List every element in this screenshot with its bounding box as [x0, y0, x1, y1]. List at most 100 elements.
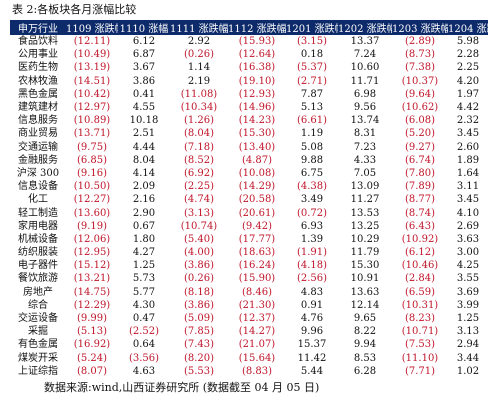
table-row: 房地产 (14.75) 5.77 (8.18) (8.46) 4.83 13.63 (6.59…	[10, 286, 488, 299]
return-value-cell: 4.44	[132, 141, 156, 153]
return-value-cell: 8.04	[132, 154, 156, 166]
return-value-cell: (7.53)	[404, 339, 436, 351]
table-row: 化工 (12.27) 2.16 (4.74) (20.58) 3.49 11.27 (8.77…	[10, 193, 488, 206]
return-value-cell: 13.63	[350, 286, 380, 298]
return-value-cell: 3.99	[456, 299, 480, 311]
return-value-cell: (8.20)	[183, 352, 215, 364]
return-value-cell: 6.93	[300, 220, 324, 232]
return-value-cell: (14.96)	[238, 102, 276, 114]
return-value-cell: (15.90)	[238, 273, 276, 285]
return-value-cell: (7.38)	[404, 62, 436, 74]
sector-name-cell: 采掘	[28, 326, 48, 338]
return-value-cell: (12.29)	[73, 299, 111, 311]
return-value-cell: (6.43)	[404, 220, 436, 232]
return-value-cell: (8.46)	[241, 286, 273, 298]
return-value-cell: (4.18)	[296, 260, 328, 272]
return-value-cell: (15.64)	[238, 352, 276, 364]
table-row: 食品饮料 (12.11) 6.12 2.92 (15.93) (3.15) 13.37 (2.…	[10, 35, 488, 48]
return-value-cell: 5.44	[300, 365, 324, 377]
column-header-sector: 申万行业	[10, 20, 66, 35]
return-value-cell: 3.63	[456, 233, 480, 245]
return-value-cell: 1.25	[132, 260, 156, 272]
return-value-cell: (12.27)	[73, 194, 111, 206]
return-value-cell: (10.62)	[401, 102, 439, 114]
sector-name-cell: 有色金属	[18, 339, 58, 351]
table-row: 电子器件 (15.12) 1.25 (3.86) (16.24) (4.18) 15.30 (…	[10, 259, 488, 272]
return-value-cell: 8.22	[353, 326, 377, 338]
column-header-period: 1203 涨跌幅	[392, 20, 448, 35]
return-value-cell: 1.89	[456, 154, 480, 166]
return-value-cell: 2.32	[456, 115, 480, 127]
column-header-period: 1204 涨跌幅	[448, 20, 488, 35]
return-value-cell: (2.25)	[183, 181, 215, 193]
return-value-cell: 3.49	[300, 194, 324, 206]
return-value-cell: 2.94	[456, 339, 480, 351]
return-value-cell: (9.99)	[76, 313, 108, 325]
return-value-cell: 3.86	[132, 75, 156, 87]
return-value-cell: (12.95)	[73, 247, 111, 259]
return-value-cell: 6.75	[300, 167, 324, 179]
return-value-cell: 4.14	[132, 167, 156, 179]
return-value-cell: (7.89)	[404, 181, 436, 193]
return-value-cell: (8.18)	[183, 286, 215, 298]
return-value-cell: (11.08)	[180, 88, 218, 100]
return-value-cell: 0.91	[300, 299, 324, 311]
return-value-cell: (17.77)	[238, 233, 276, 245]
return-value-cell: 8.53	[353, 352, 377, 364]
return-value-cell: 4.27	[132, 247, 156, 259]
return-value-cell: (20.58)	[238, 194, 276, 206]
return-value-cell: (8.04)	[183, 128, 215, 140]
return-value-cell: (16.38)	[238, 62, 276, 74]
return-value-cell: 3.69	[456, 286, 480, 298]
return-value-cell: (8.77)	[404, 194, 436, 206]
return-value-cell: 9.88	[300, 154, 324, 166]
table-row: 黑色金属 (10.42) 0.41 (11.08) (12.93) 7.87 6.98 (9.…	[10, 88, 488, 101]
sector-name-cell: 上证综指	[18, 365, 58, 377]
return-value-cell: 1.80	[132, 233, 156, 245]
return-value-cell: 3.45	[456, 128, 480, 140]
return-value-cell: (10.31)	[401, 299, 439, 311]
return-value-cell: 1.97	[456, 88, 480, 100]
return-value-cell: 4.10	[456, 207, 480, 219]
sector-name-cell: 金融服务	[18, 154, 58, 166]
return-value-cell: 2.90	[132, 207, 156, 219]
return-value-cell: (1.26)	[183, 115, 215, 127]
return-value-cell: (13.71)	[73, 128, 111, 140]
return-value-cell: (20.61)	[238, 207, 276, 219]
return-value-cell: (15.30)	[238, 128, 276, 140]
return-value-cell: (10.49)	[73, 49, 111, 61]
return-value-cell: (5.40)	[183, 233, 215, 245]
return-value-cell: 2.16	[132, 194, 156, 206]
return-value-cell: 11.27	[350, 194, 380, 206]
return-value-cell: (8.23)	[404, 313, 436, 325]
return-value-cell: (7.43)	[183, 339, 215, 351]
return-value-cell: (4.38)	[296, 181, 328, 193]
return-value-cell: 15.30	[350, 260, 380, 272]
return-value-cell: 4.20	[456, 75, 480, 87]
return-value-cell: 6.28	[353, 365, 377, 377]
return-value-cell: (10.46)	[401, 260, 439, 272]
return-value-cell: (19.10)	[238, 75, 276, 87]
return-value-cell: (6.74)	[404, 154, 436, 166]
column-header-period: 1109 涨跌幅	[66, 20, 118, 35]
return-value-cell: (13.60)	[73, 207, 111, 219]
return-value-cell: (15.12)	[73, 260, 111, 272]
return-value-cell: 4.63	[132, 365, 156, 377]
return-value-cell: (10.92)	[401, 233, 439, 245]
return-value-cell: (3.15)	[296, 36, 328, 48]
table-row: 金融服务 (6.85) 8.04 (8.52) (4.87) 9.88 4.33 (6.74)…	[10, 154, 488, 167]
return-value-cell: 15.37	[297, 339, 327, 351]
return-value-cell: 0.64	[132, 339, 156, 351]
return-value-cell: 1.25	[456, 313, 480, 325]
return-value-cell: 3.55	[456, 273, 480, 285]
table-row: 信息设备 (10.50) 2.09 (2.25) (14.29) (4.38) 13.09 (…	[10, 180, 488, 193]
return-value-cell: 7.23	[353, 141, 377, 153]
return-value-cell: 1.14	[187, 62, 211, 74]
return-value-cell: 3.67	[132, 62, 156, 74]
sector-name-cell: 沪深 300	[16, 167, 60, 179]
sector-name-cell: 化工	[28, 194, 48, 206]
return-value-cell: (1.91)	[296, 247, 328, 259]
return-value-cell: (5.20)	[404, 128, 436, 140]
